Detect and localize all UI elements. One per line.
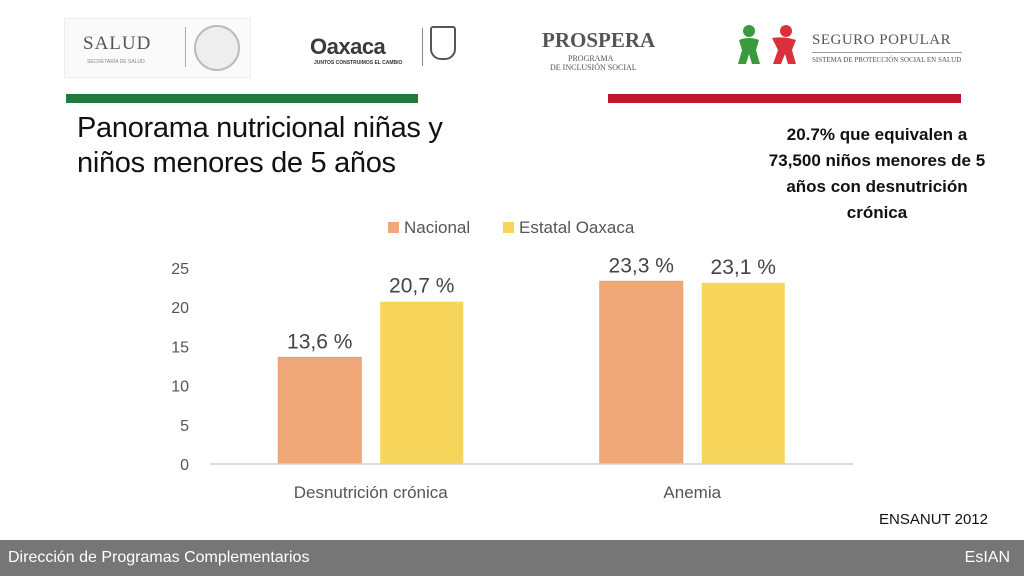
y-tick-label: 25 bbox=[171, 261, 189, 278]
data-label: 23,1 % bbox=[711, 256, 776, 279]
y-axis: 0 5 10 15 20 25 bbox=[171, 261, 189, 474]
highlight-note: 20.7% que equivalen a 73,500 niños menor… bbox=[768, 125, 986, 222]
category-label: Anemia bbox=[663, 483, 721, 502]
bar-estatal-oaxaca bbox=[380, 301, 464, 464]
prospera-logo-line1: PROGRAMA bbox=[568, 54, 614, 63]
prospera-logo-line2: DE INCLUSIÓN SOCIAL bbox=[550, 63, 637, 72]
bar-nacional bbox=[599, 280, 684, 465]
y-tick-label: 20 bbox=[171, 300, 189, 317]
footer-bar: Dirección de Programas Complementarios E… bbox=[0, 540, 1024, 576]
legend-label: Estatal Oaxaca bbox=[519, 218, 635, 237]
oaxaca-shield-icon bbox=[430, 26, 456, 60]
legend-swatch bbox=[503, 222, 514, 233]
y-tick-label: 10 bbox=[171, 379, 189, 396]
data-label: 23,3 % bbox=[609, 254, 674, 277]
oaxaca-logo-subtitle: JUNTOS CONSTRUIMOS EL CAMBIO bbox=[314, 60, 403, 66]
national-seal-icon bbox=[194, 25, 240, 71]
page-title: Panorama nutricional niñas y niños menor… bbox=[77, 112, 443, 179]
legend-swatch bbox=[388, 222, 399, 233]
data-label: 20,7 % bbox=[389, 275, 454, 298]
prospera-logo: PROSPERA PROGRAMA DE INCLUSIÓN SOCIAL bbox=[538, 18, 678, 76]
source-label: ENSANUT 2012 bbox=[879, 511, 988, 528]
seguro-popular-logo: SEGURO POPULAR SISTEMA DE PROTECCIÓN SOC… bbox=[730, 18, 970, 76]
footer-right-text: EsIAN bbox=[964, 549, 1010, 566]
legend-label: Nacional bbox=[404, 218, 470, 237]
seguro-popular-subtitle: SISTEMA DE PROTECCIÓN SOCIAL EN SALUD bbox=[812, 56, 962, 64]
y-tick-label: 5 bbox=[180, 418, 189, 435]
red-accent-bar bbox=[608, 94, 961, 103]
red-figure-icon bbox=[772, 25, 796, 64]
oaxaca-logo: Oaxaca JUNTOS CONSTRUIMOS EL CAMBIO bbox=[300, 18, 470, 76]
prospera-logo-text: PROSPERA bbox=[542, 28, 656, 52]
salud-logo-subtitle: SECRETARÍA DE SALUD bbox=[87, 59, 145, 65]
seguro-divider bbox=[812, 52, 962, 53]
oaxaca-logo-text: Oaxaca bbox=[310, 34, 386, 59]
green-figure-icon bbox=[738, 25, 760, 64]
salud-logo-text: SALUD bbox=[83, 33, 152, 54]
y-tick-label: 15 bbox=[171, 339, 189, 356]
x-axis: Desnutrición crónica Anemia bbox=[210, 463, 853, 502]
salud-logo: SALUD SECRETARÍA DE SALUD bbox=[64, 18, 251, 78]
bar-nacional bbox=[277, 356, 362, 465]
salud-divider bbox=[185, 27, 186, 67]
seguro-popular-text: SEGURO POPULAR bbox=[812, 32, 952, 48]
bar-estatal-oaxaca bbox=[701, 282, 785, 464]
chart-legend: Nacional Estatal Oaxaca bbox=[388, 218, 635, 237]
data-label: 13,6 % bbox=[287, 330, 352, 353]
category-label: Desnutrición crónica bbox=[294, 483, 449, 502]
footer-left-text: Dirección de Programas Complementarios bbox=[8, 549, 310, 566]
y-tick-label: 0 bbox=[180, 457, 189, 474]
oaxaca-divider bbox=[422, 28, 423, 66]
bars: 13,6 % 20,7 % 23,3 % 23,1 % bbox=[277, 254, 785, 465]
green-accent-bar bbox=[66, 94, 418, 103]
